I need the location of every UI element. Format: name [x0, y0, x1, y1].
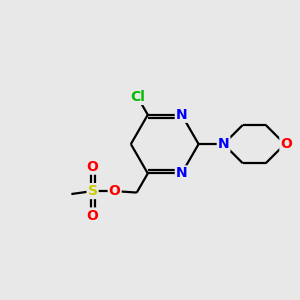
Text: O: O — [87, 160, 98, 174]
Text: O: O — [280, 137, 292, 151]
Text: O: O — [109, 184, 121, 198]
Text: N: N — [176, 167, 188, 180]
Text: O: O — [87, 208, 98, 223]
Text: S: S — [88, 184, 98, 198]
Text: Cl: Cl — [130, 90, 145, 104]
Text: N: N — [176, 108, 188, 122]
Text: N: N — [218, 137, 230, 151]
